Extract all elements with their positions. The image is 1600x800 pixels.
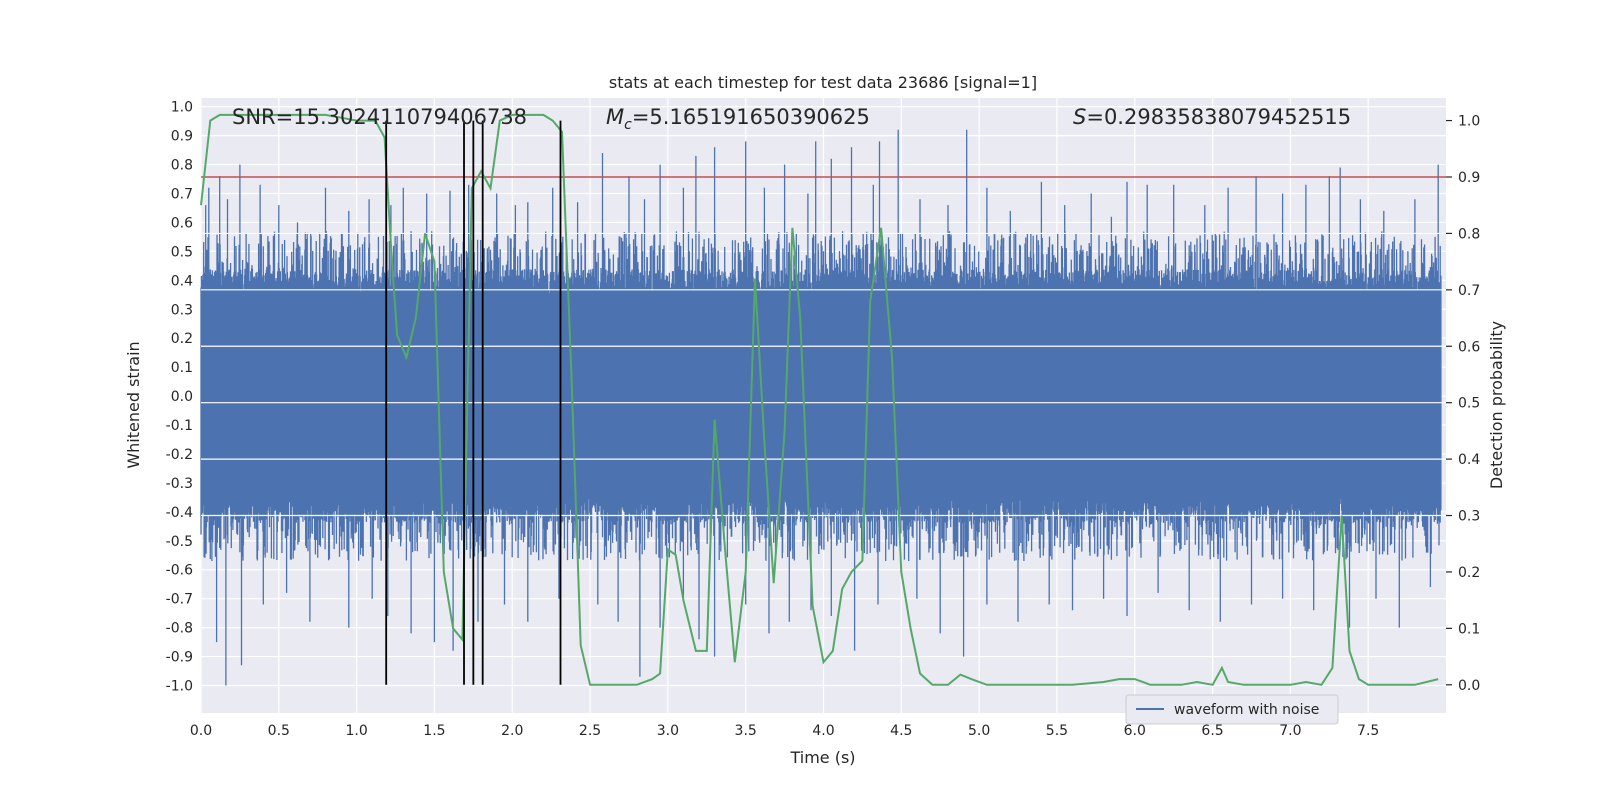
x-tick-label: 2.5 [579, 723, 601, 739]
x-tick-label: 1.5 [423, 723, 445, 739]
y-left-tick-label: -0.9 [166, 650, 193, 666]
y-left-tick-label: -0.1 [166, 418, 193, 434]
y-left-tick-label: -0.4 [166, 505, 193, 521]
y-left-tick-label: 0.9 [171, 129, 193, 145]
legend-box [1125, 694, 1339, 725]
x-tick-label: 5.5 [1046, 723, 1068, 739]
y-left-tick-label: 0.2 [171, 331, 193, 347]
x-tick-label: 0.0 [190, 723, 212, 739]
y-left-tick-label: 0.5 [171, 244, 193, 260]
y-right-tick-label: 0.8 [1458, 226, 1480, 242]
snr-annotation: SNR=15.302411079406738 [232, 105, 527, 129]
x-tick-label: 2.0 [501, 723, 523, 739]
legend-label: waveform with noise [1174, 702, 1319, 718]
x-tick-label: 7.5 [1357, 723, 1379, 739]
s-symbol: S [1073, 105, 1086, 129]
x-tick-label: 6.0 [1124, 723, 1146, 739]
y-right-axis-label: Detection probability [1487, 321, 1506, 489]
x-tick-label: 5.0 [968, 723, 990, 739]
y-left-tick-label: 0.8 [171, 158, 193, 174]
y-left-tick-label: 0.7 [171, 187, 193, 203]
y-left-tick-label: -0.3 [166, 476, 193, 492]
y-right-tick-label: 0.4 [1458, 452, 1480, 468]
y-right-tick-label: 0.7 [1458, 283, 1480, 299]
waveform-with-noise-series [200, 129, 1446, 686]
y-right-tick-label: 0.5 [1458, 396, 1480, 412]
detection-probability-line [200, 113, 1439, 686]
y-right-axis-ticks: 1.0 0.9 0.8 0.7 0.6 0.5 0.4 0.3 0.2 0.1 0.0 [1446, 114, 1480, 694]
waveform-core [201, 294, 1442, 498]
y-left-tick-label: -0.8 [166, 621, 193, 637]
y-left-tick-label: 1.0 [171, 100, 193, 116]
legend: waveform with noise [1125, 694, 1339, 725]
x-tick-label: 6.5 [1201, 723, 1223, 739]
y-left-tick-label: 0.6 [171, 215, 193, 231]
x-tick-label: 4.5 [890, 723, 912, 739]
x-axis-label: Time (s) [789, 748, 855, 767]
chirp-mass-annotation: Mc=5.165191650390625 [606, 105, 870, 133]
y-left-tick-label: -1.0 [166, 679, 193, 695]
chirp-mass-symbol: M [606, 105, 624, 129]
x-tick-label: 7.0 [1279, 723, 1301, 739]
x-tick-label: 3.5 [735, 723, 757, 739]
y-right-tick-label: 0.9 [1458, 170, 1480, 186]
y-left-tick-label: 0.3 [171, 302, 193, 318]
y-right-tick-label: 0.2 [1458, 565, 1480, 581]
y-left-tick-label: 0.1 [171, 360, 193, 376]
y-right-tick-label: 0.1 [1458, 621, 1480, 637]
x-axis-ticks: 0.0 0.5 1.0 1.5 2.0 2.5 3.0 3.5 4.0 4.5 5.0 5.5 6.0 6… [190, 723, 1379, 739]
y-left-tick-label: -0.6 [166, 563, 193, 579]
y-left-tick-label: 0.4 [171, 273, 193, 289]
y-left-tick-label: -0.7 [166, 592, 193, 608]
y-left-tick-label: 0.0 [171, 389, 193, 405]
y-left-tick-label: -0.2 [166, 447, 193, 463]
y-left-axis-ticks: 1.0 0.9 0.8 0.7 0.6 0.5 0.4 0.3 0.2 0.1 0.0 -0.1 -0.… [166, 100, 193, 695]
y-right-tick-label: 0.0 [1458, 678, 1480, 694]
chirp-mass-subscript: c [624, 117, 632, 133]
y-right-tick-label: 0.3 [1458, 509, 1480, 525]
detection-probability-series [200, 113, 1439, 686]
s-annotation: S=0.29835838079452515 [1073, 105, 1351, 129]
chart-title: stats at each timestep for test data 236… [609, 73, 1037, 92]
y-left-axis-label: Whitened strain [124, 341, 143, 468]
x-tick-label: 0.5 [268, 723, 290, 739]
vertical-markers [385, 120, 562, 685]
y-right-tick-label: 0.6 [1458, 339, 1480, 355]
y-right-tick-label: 1.0 [1458, 114, 1480, 130]
x-tick-label: 3.0 [657, 723, 679, 739]
x-tick-label: 1.0 [345, 723, 367, 739]
chirp-mass-value: =5.165191650390625 [632, 105, 870, 129]
y-left-tick-label: -0.5 [166, 534, 193, 550]
s-value: =0.29835838079452515 [1086, 105, 1351, 129]
x-tick-label: 4.0 [812, 723, 834, 739]
